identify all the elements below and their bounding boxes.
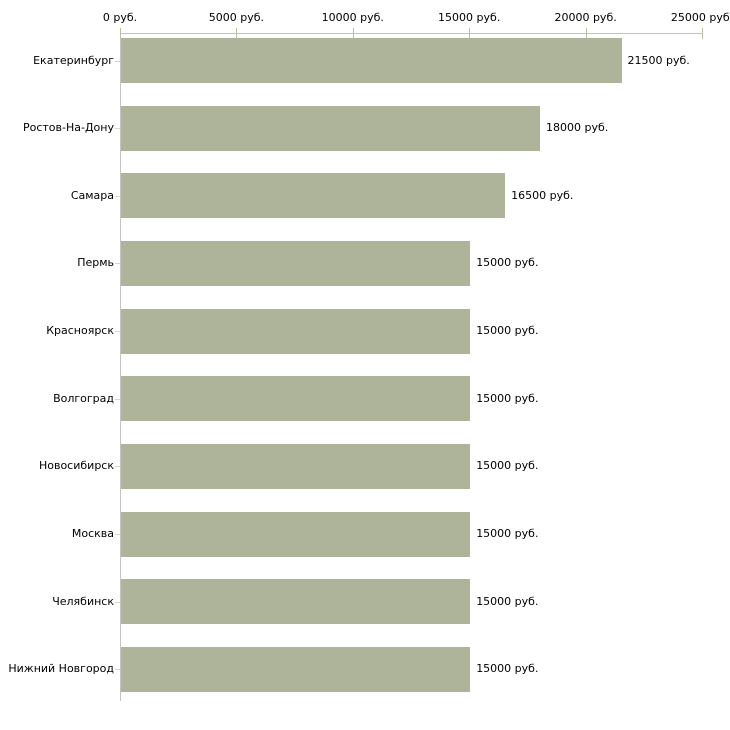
- category-tick: [115, 669, 120, 671]
- bar-value-label: 15000 руб.: [476, 527, 539, 541]
- x-axis-tick-label: 25000 руб.: [670, 11, 730, 24]
- bar-value-label: 21500 руб.: [627, 53, 690, 67]
- category-label: Москва: [71, 527, 114, 541]
- bar: [121, 105, 541, 151]
- x-axis-tick: [469, 28, 471, 39]
- category-tick: [115, 263, 120, 265]
- category-tick: [115, 398, 120, 400]
- x-axis-tick: [585, 28, 587, 39]
- x-axis-tick: [352, 28, 354, 39]
- category-tick: [115, 466, 120, 468]
- bar-value-label: 16500 руб.: [511, 188, 574, 202]
- x-axis-tick-label: 20000 руб.: [554, 11, 617, 24]
- y-axis-line: [120, 33, 121, 701]
- category-label: Самара: [70, 188, 114, 202]
- bar-value-label: 15000 руб.: [476, 324, 539, 338]
- category-tick: [115, 331, 120, 333]
- category-tick: [115, 601, 120, 603]
- category-label: Красноярск: [46, 324, 114, 338]
- x-axis-tick-label: 15000 руб.: [438, 11, 501, 24]
- x-axis-tick-label: 5000 руб.: [208, 11, 265, 24]
- category-label: Новосибирск: [38, 459, 114, 473]
- category-label: Челябинск: [52, 594, 114, 608]
- category-label: Нижний Новгород: [8, 662, 114, 676]
- bar: [121, 38, 622, 83]
- x-axis-line: [120, 33, 703, 34]
- bar: [121, 308, 471, 354]
- bar-value-label: 15000 руб.: [476, 391, 539, 405]
- bar: [121, 511, 471, 557]
- bar-value-label: 18000 руб.: [546, 121, 609, 135]
- bar-value-label: 15000 руб.: [476, 256, 539, 270]
- bar: [121, 443, 471, 489]
- bar: [121, 240, 471, 286]
- category-label: Волгоград: [53, 391, 114, 405]
- x-axis-tick: [236, 28, 238, 39]
- bar-value-label: 15000 руб.: [476, 662, 539, 676]
- bar: [121, 173, 506, 219]
- category-label: Ростов-На-Дону: [22, 121, 114, 135]
- bar-value-label: 15000 руб.: [476, 594, 539, 608]
- category-label: Екатеринбург: [33, 53, 114, 67]
- category-tick: [115, 534, 120, 536]
- bar-value-label: 15000 руб.: [476, 459, 539, 473]
- category-tick: [115, 128, 120, 130]
- bar: [121, 646, 471, 692]
- x-axis-tick-label: 10000 руб.: [321, 11, 384, 24]
- bar: [121, 376, 471, 422]
- x-axis-tick: [702, 28, 703, 39]
- x-axis-tick-label: 0 руб.: [102, 11, 138, 24]
- category-tick: [115, 195, 120, 197]
- x-axis-tick: [120, 28, 121, 39]
- category-tick: [115, 60, 120, 62]
- category-label: Пермь: [77, 256, 114, 270]
- bar: [121, 579, 471, 625]
